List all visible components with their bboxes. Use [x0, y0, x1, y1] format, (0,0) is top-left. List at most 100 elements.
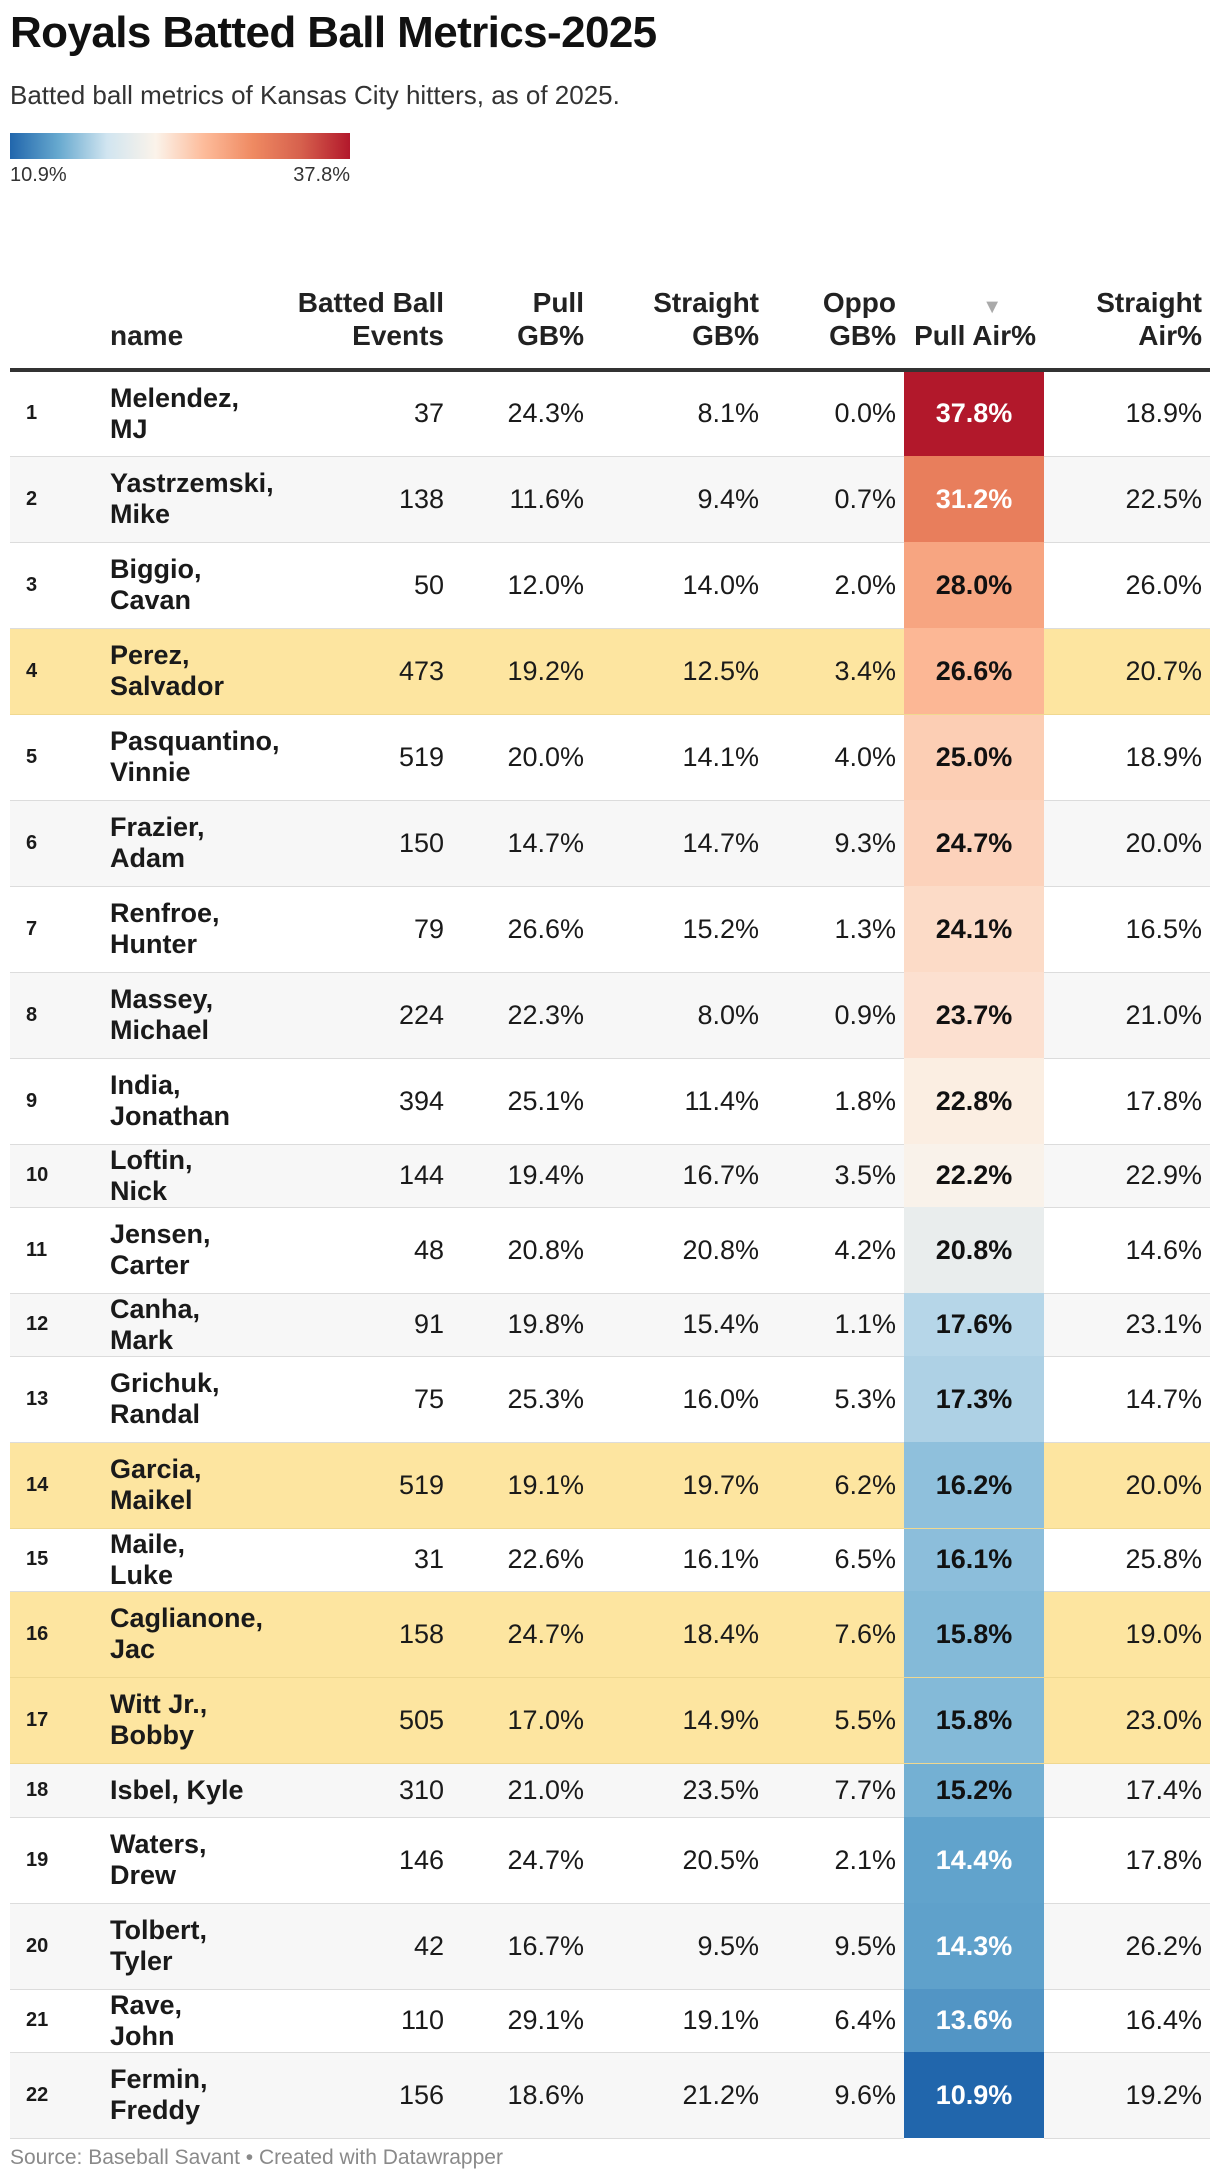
- name-line: Tolbert,: [110, 1915, 207, 1945]
- cell-batted-ball-events: 519: [262, 714, 452, 801]
- cell-oppo-gb: 1.8%: [767, 1058, 904, 1145]
- name-line: Jonathan: [110, 1101, 231, 1131]
- cell-pull-air: 20.8%: [904, 1207, 1044, 1293]
- cell-straight-gb: 16.1%: [592, 1528, 767, 1592]
- cell-oppo-gb: 4.0%: [767, 714, 904, 801]
- header-name[interactable]: name: [102, 244, 262, 372]
- cell-name: Frazier, Adam: [102, 800, 262, 887]
- cell-batted-ball-events: 519: [262, 1442, 452, 1529]
- cell-pull-gb: 18.6%: [452, 2052, 592, 2139]
- name-line: Isbel, Kyle: [110, 1774, 244, 1805]
- cell-straight-gb: 14.1%: [592, 714, 767, 801]
- cell-pull-gb: 21.0%: [452, 1763, 592, 1818]
- cell-batted-ball-events: 144: [262, 1144, 452, 1208]
- cell-batted-ball-events: 91: [262, 1293, 452, 1357]
- header-straight-gb[interactable]: Straight GB%: [592, 244, 767, 372]
- cell-rank: 17: [10, 1677, 102, 1764]
- cell-oppo-gb: 1.3%: [767, 886, 904, 973]
- cell-pull-gb: 19.2%: [452, 628, 592, 715]
- header-pull-air[interactable]: ▼ Pull Air%: [904, 244, 1044, 372]
- cell-oppo-gb: 9.6%: [767, 2052, 904, 2139]
- name-line: Fermin,: [110, 2064, 208, 2094]
- cell-pull-gb: 25.1%: [452, 1058, 592, 1145]
- cell-straight-gb: 23.5%: [592, 1763, 767, 1818]
- cell-straight-air: 26.0%: [1044, 542, 1210, 629]
- cell-pull-gb: 12.0%: [452, 542, 592, 629]
- cell-straight-gb: 19.7%: [592, 1442, 767, 1529]
- cell-pull-air: 14.4%: [904, 1817, 1044, 1903]
- header-oppo-gb[interactable]: Oppo GB%: [767, 244, 904, 372]
- cell-batted-ball-events: 158: [262, 1591, 452, 1678]
- cell-rank: 20: [10, 1903, 102, 1990]
- cell-straight-gb: 18.4%: [592, 1591, 767, 1678]
- name-line: Rave, John: [110, 1989, 183, 2051]
- cell-batted-ball-events: 146: [262, 1817, 452, 1904]
- header-batted-ball-events[interactable]: Batted Ball Events: [262, 244, 452, 372]
- header-rank: [10, 244, 102, 372]
- cell-name: Maile, Luke: [102, 1528, 262, 1592]
- cell-pull-air: 17.3%: [904, 1356, 1044, 1442]
- name-line: Massey,: [110, 984, 214, 1014]
- cell-straight-air: 20.0%: [1044, 800, 1210, 887]
- table-row: 5 Pasquantino, Vinnie 519 20.0% 14.1% 4.0% 25.0…: [10, 714, 1210, 801]
- name-line: Carter: [110, 1250, 190, 1280]
- cell-batted-ball-events: 48: [262, 1207, 452, 1294]
- table-row: 20 Tolbert, Tyler 42 16.7% 9.5% 9.5% 14.3% 26.2%: [10, 1903, 1210, 1990]
- cell-oppo-gb: 3.5%: [767, 1144, 904, 1208]
- cell-rank: 1: [10, 370, 102, 457]
- table-row: 13 Grichuk, Randal 75 25.3% 16.0% 5.3% 17.3% 14.…: [10, 1356, 1210, 1443]
- header-pull-gb[interactable]: Pull GB%: [452, 244, 592, 372]
- cell-straight-air: 26.2%: [1044, 1903, 1210, 1990]
- cell-pull-air: 16.2%: [904, 1442, 1044, 1529]
- cell-straight-air: 18.9%: [1044, 370, 1210, 457]
- cell-pull-air: 23.7%: [904, 972, 1044, 1058]
- cell-rank: 2: [10, 456, 102, 543]
- cell-batted-ball-events: 138: [262, 456, 452, 543]
- cell-straight-air: 17.4%: [1044, 1763, 1210, 1818]
- cell-straight-gb: 20.8%: [592, 1207, 767, 1294]
- cell-pull-gb: 29.1%: [452, 1989, 592, 2053]
- cell-straight-gb: 11.4%: [592, 1058, 767, 1145]
- table-row: 15 Maile, Luke 31 22.6% 16.1% 6.5% 16.1% 25.8%: [10, 1528, 1210, 1592]
- cell-straight-air: 23.0%: [1044, 1677, 1210, 1764]
- cell-rank: 18: [10, 1763, 102, 1818]
- cell-rank: 16: [10, 1591, 102, 1678]
- cell-pull-air: 14.3%: [904, 1903, 1044, 1989]
- table-row: 7 Renfroe, Hunter 79 26.6% 15.2% 1.3% 24.1% 16.5…: [10, 886, 1210, 973]
- cell-oppo-gb: 9.3%: [767, 800, 904, 887]
- cell-pull-gb: 24.7%: [452, 1817, 592, 1904]
- cell-oppo-gb: 1.1%: [767, 1293, 904, 1357]
- cell-straight-gb: 14.9%: [592, 1677, 767, 1764]
- table-row: 22 Fermin, Freddy 156 18.6% 21.2% 9.6% 10.9% 19.…: [10, 2052, 1210, 2139]
- table-header-row: name Batted Ball Events Pull GB% Straigh…: [10, 244, 1210, 372]
- cell-rank: 15: [10, 1528, 102, 1592]
- cell-pull-air: 22.8%: [904, 1058, 1044, 1144]
- cell-pull-air: 15.8%: [904, 1591, 1044, 1678]
- table-row: 3 Biggio, Cavan 50 12.0% 14.0% 2.0% 28.0% 26.0%: [10, 542, 1210, 629]
- cell-oppo-gb: 0.7%: [767, 456, 904, 543]
- cell-pull-gb: 24.7%: [452, 1591, 592, 1678]
- cell-batted-ball-events: 110: [262, 1989, 452, 2053]
- name-line: Caglianone,: [110, 1603, 264, 1633]
- source-footer: Source: Baseball Savant • Created with D…: [10, 2146, 503, 2169]
- cell-pull-air: 10.9%: [904, 2052, 1044, 2138]
- cell-straight-air: 14.6%: [1044, 1207, 1210, 1294]
- header-straight-air[interactable]: Straight Air%: [1044, 244, 1210, 372]
- cell-name: Tolbert, Tyler: [102, 1903, 262, 1990]
- cell-straight-air: 22.9%: [1044, 1144, 1210, 1208]
- chart-subtitle: Batted ball metrics of Kansas City hitte…: [10, 80, 620, 110]
- table-row: 16 Caglianone, Jac 158 24.7% 18.4% 7.6% 15.8% 19…: [10, 1591, 1210, 1678]
- table-row: 6 Frazier, Adam 150 14.7% 14.7% 9.3% 24.7% 20.0%: [10, 800, 1210, 887]
- cell-oppo-gb: 2.1%: [767, 1817, 904, 1904]
- name-line: Waters,: [110, 1829, 207, 1859]
- cell-oppo-gb: 6.2%: [767, 1442, 904, 1529]
- cell-batted-ball-events: 505: [262, 1677, 452, 1764]
- cell-name: Isbel, Kyle: [102, 1763, 262, 1818]
- table-row: 1 Melendez, MJ 37 24.3% 8.1% 0.0% 37.8% 18.9%: [10, 370, 1210, 457]
- name-line: Hunter: [110, 929, 197, 959]
- cell-pull-air: 31.2%: [904, 456, 1044, 542]
- cell-straight-air: 20.7%: [1044, 628, 1210, 715]
- cell-oppo-gb: 7.6%: [767, 1591, 904, 1678]
- cell-oppo-gb: 6.4%: [767, 1989, 904, 2053]
- cell-pull-air: 15.8%: [904, 1677, 1044, 1764]
